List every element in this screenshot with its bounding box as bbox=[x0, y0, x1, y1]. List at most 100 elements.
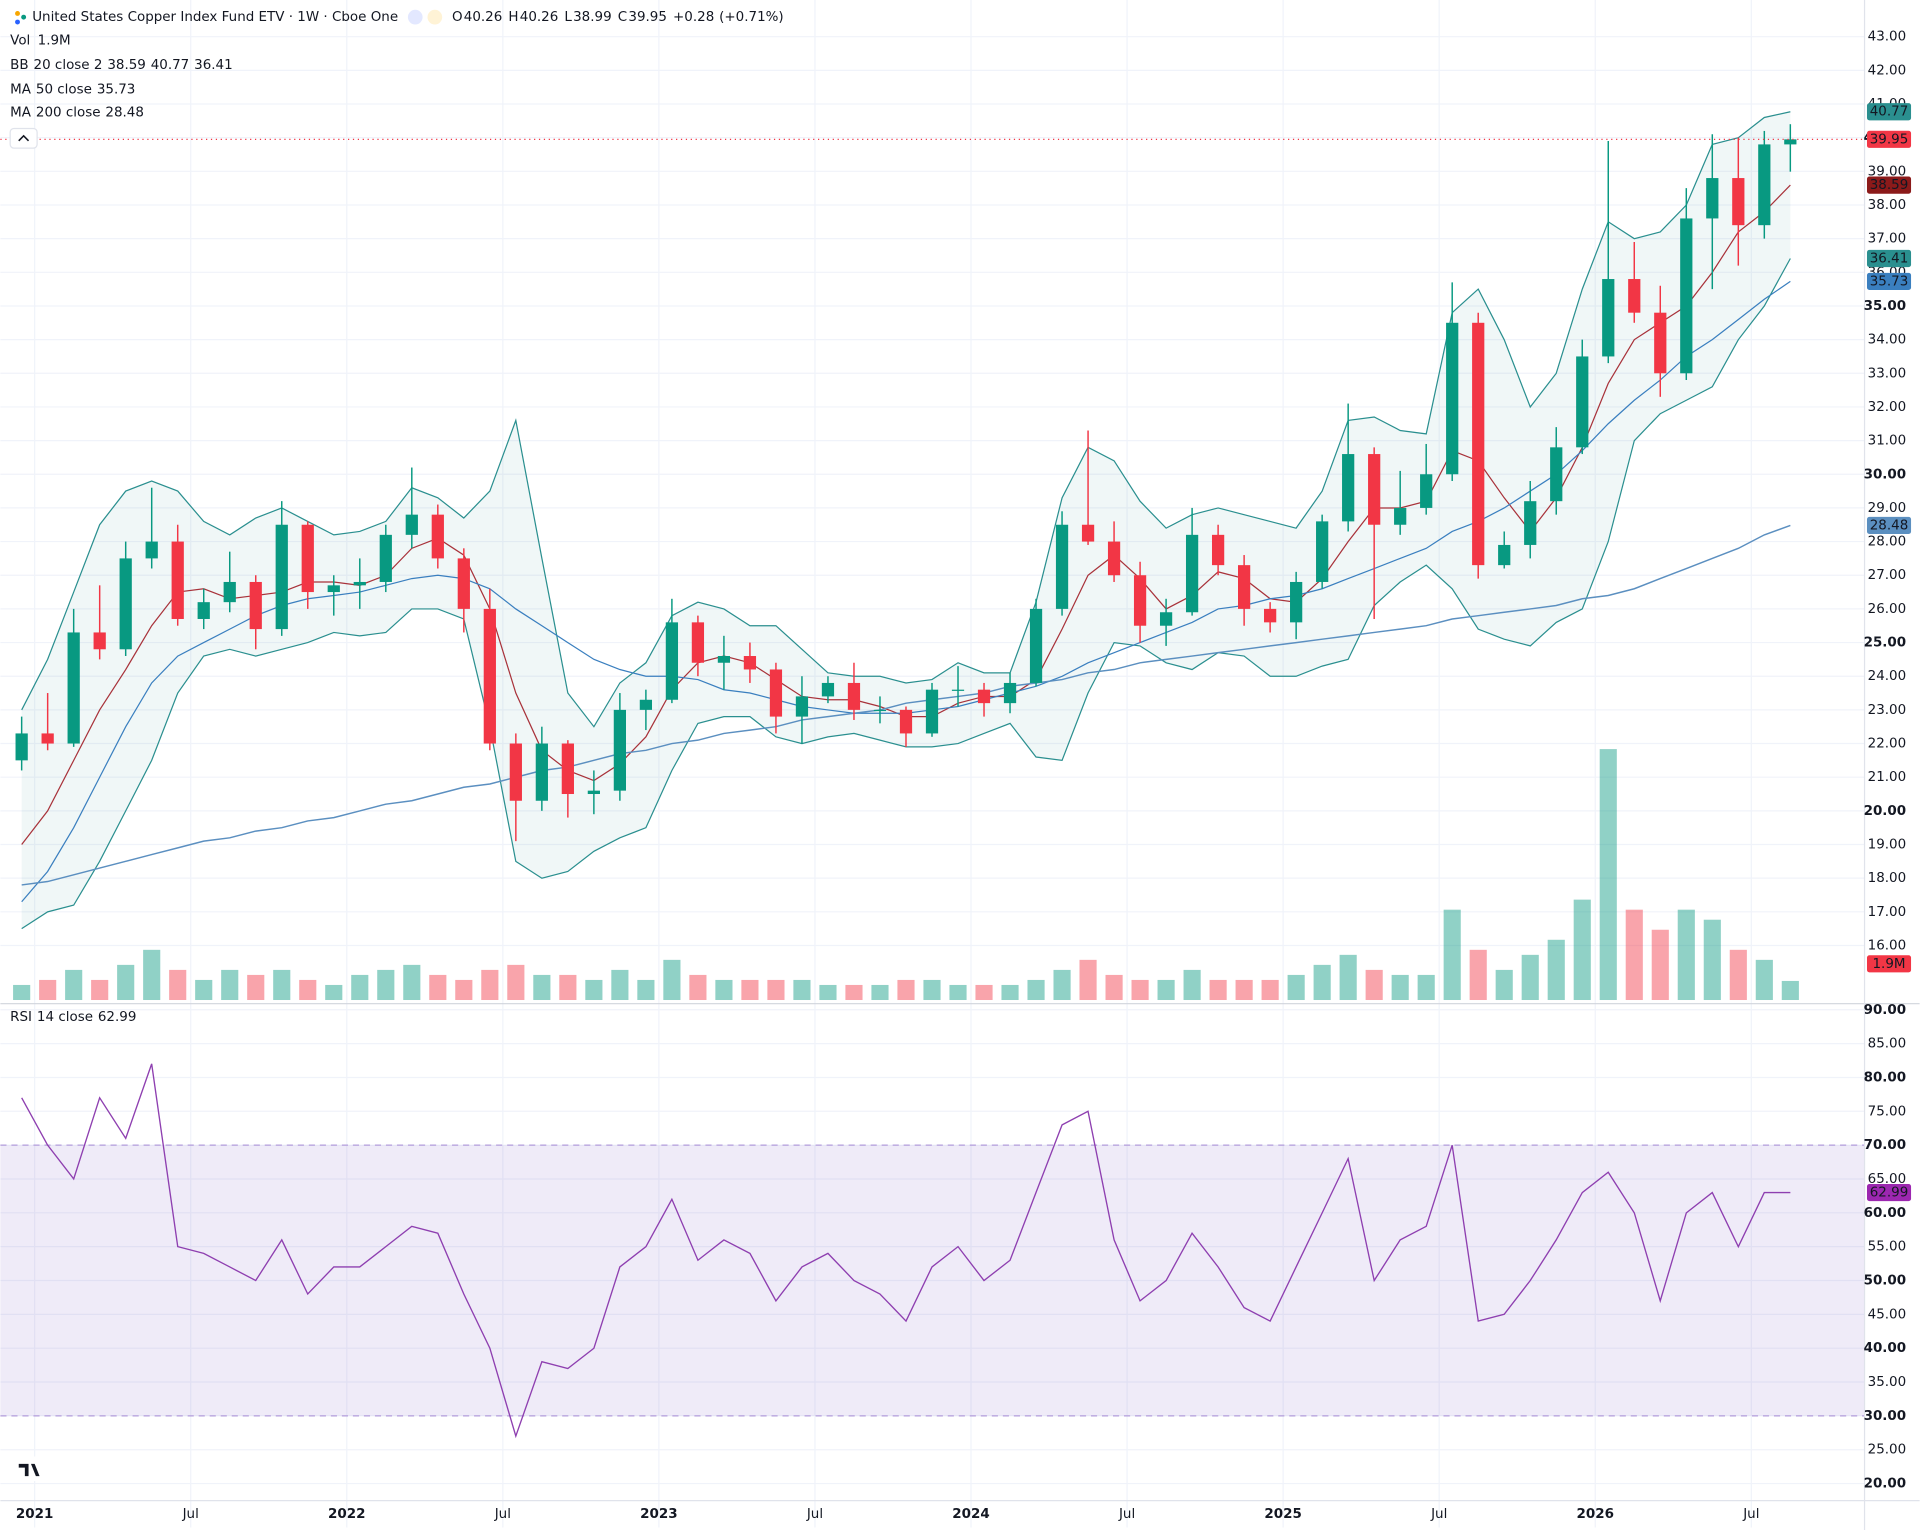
volume-bar bbox=[91, 979, 109, 1001]
candle-body bbox=[1368, 454, 1381, 525]
status-dot bbox=[407, 9, 423, 25]
indicator-line bbox=[21, 524, 1791, 886]
y-tick-label: 20.00 bbox=[1864, 804, 1907, 819]
ohlc-label: L bbox=[564, 10, 572, 25]
x-tick-label: 2021 bbox=[16, 1507, 53, 1522]
candle-body bbox=[457, 558, 470, 609]
symbol-icon bbox=[15, 11, 27, 25]
price-badge-label: 28.48 bbox=[1870, 518, 1909, 533]
volume-bar bbox=[1573, 899, 1591, 1001]
volume-bar bbox=[1703, 919, 1721, 1001]
volume-bar bbox=[1079, 959, 1097, 1001]
candle-body bbox=[1394, 507, 1407, 525]
candle-body bbox=[483, 608, 496, 744]
volume-bar bbox=[1495, 969, 1513, 1001]
volume-bar bbox=[871, 984, 889, 1001]
candle-body bbox=[1055, 524, 1069, 609]
y-tick-label: 38.00 bbox=[1868, 198, 1907, 213]
y-tick-label: 23.00 bbox=[1868, 703, 1907, 718]
volume-bar bbox=[663, 959, 681, 1001]
legend-label: Vol bbox=[10, 33, 30, 48]
candle-body bbox=[1264, 608, 1277, 623]
candle-body bbox=[405, 514, 418, 535]
price-badge-label: 1.9M bbox=[1873, 957, 1906, 972]
volume-bar bbox=[143, 949, 161, 1001]
rsi-band bbox=[0, 1145, 1865, 1416]
price-badge-label: 35.73 bbox=[1870, 274, 1909, 289]
candle-body bbox=[1446, 322, 1459, 475]
rsi-tick-label: 50.00 bbox=[1864, 1274, 1907, 1289]
x-tick-label: Jul bbox=[806, 1507, 823, 1522]
y-tick-label: 37.00 bbox=[1868, 232, 1907, 247]
candle-body bbox=[197, 602, 210, 619]
volume-bar bbox=[1729, 949, 1747, 1001]
volume-bar bbox=[13, 984, 31, 1001]
volume-bar bbox=[299, 979, 317, 1001]
volume-bar bbox=[273, 969, 291, 1001]
price-badge bbox=[1866, 176, 1912, 194]
volume-bar bbox=[247, 974, 265, 1001]
legend-value: 36.41 bbox=[194, 58, 233, 73]
price-badge-label: 38.59 bbox=[1870, 178, 1909, 193]
candle-body bbox=[1316, 521, 1329, 582]
price-badge bbox=[1866, 249, 1912, 268]
y-tick-label: 17.00 bbox=[1868, 905, 1907, 920]
candle-body bbox=[1706, 178, 1719, 219]
x-tick-label: Jul bbox=[1430, 1507, 1447, 1522]
rsi-tick-label: 25.00 bbox=[1868, 1443, 1907, 1458]
candle-body bbox=[1732, 178, 1745, 226]
candle-body bbox=[15, 733, 28, 761]
collapse-button[interactable] bbox=[9, 127, 38, 149]
candle-body bbox=[1342, 454, 1355, 522]
volume-bar bbox=[195, 979, 213, 1001]
tv-logo[interactable] bbox=[15, 1456, 47, 1482]
candle-body bbox=[561, 743, 574, 795]
y-tick-label: 29.00 bbox=[1868, 501, 1907, 516]
candle-body bbox=[1185, 534, 1199, 613]
x-tick-label: Jul bbox=[494, 1507, 511, 1522]
legend-label: BB bbox=[10, 58, 28, 73]
volume-bar bbox=[1053, 969, 1071, 1001]
y-tick-label: 31.00 bbox=[1868, 434, 1907, 449]
legend-value: 40.77 bbox=[151, 58, 190, 73]
rsi-tick-label: 65.00 bbox=[1868, 1172, 1907, 1187]
volume-bar bbox=[585, 979, 603, 1001]
y-tick-label: 19.00 bbox=[1868, 838, 1907, 853]
legend-value: 62.99 bbox=[98, 1010, 137, 1025]
rsi-tick-label: 70.00 bbox=[1864, 1138, 1907, 1153]
rsi-tick-label: 45.00 bbox=[1868, 1307, 1907, 1322]
candle-body bbox=[1576, 356, 1589, 448]
candle-body bbox=[743, 656, 757, 670]
volume-bar bbox=[65, 969, 83, 1001]
volume-bar bbox=[1235, 979, 1253, 1001]
candle-body bbox=[873, 709, 887, 712]
y-tick-label: 25.00 bbox=[1864, 636, 1907, 651]
volume-bar bbox=[1261, 979, 1279, 1001]
y-tick-label: 28.00 bbox=[1868, 535, 1907, 550]
price-badge bbox=[1866, 516, 1912, 534]
candle-body bbox=[119, 558, 132, 650]
ohlc-value: 40.26 bbox=[464, 10, 503, 25]
volume-bar bbox=[1417, 974, 1435, 1001]
rsi-tick-label: 30.00 bbox=[1864, 1409, 1907, 1424]
volume-bar bbox=[1131, 979, 1149, 1001]
candle-body bbox=[301, 524, 314, 593]
price-badge-label: 62.99 bbox=[1870, 1186, 1909, 1201]
price-badge bbox=[1866, 130, 1912, 148]
legend-params: 14 close bbox=[37, 1010, 93, 1025]
volume-bar bbox=[819, 984, 837, 1001]
price-badge-label: 40.77 bbox=[1870, 105, 1909, 120]
candle-body bbox=[1524, 501, 1537, 545]
volume-bar bbox=[221, 969, 239, 1001]
volume-bar bbox=[169, 969, 187, 1001]
ohlc-label: H bbox=[508, 10, 518, 25]
candle-body bbox=[1472, 322, 1485, 566]
candle-body bbox=[1290, 581, 1303, 623]
legend-value: 28.48 bbox=[105, 106, 144, 121]
candle-body bbox=[1211, 534, 1225, 566]
legend-params: 200 close bbox=[36, 106, 101, 121]
candle-body bbox=[639, 699, 653, 710]
volume-bar bbox=[117, 964, 135, 1001]
